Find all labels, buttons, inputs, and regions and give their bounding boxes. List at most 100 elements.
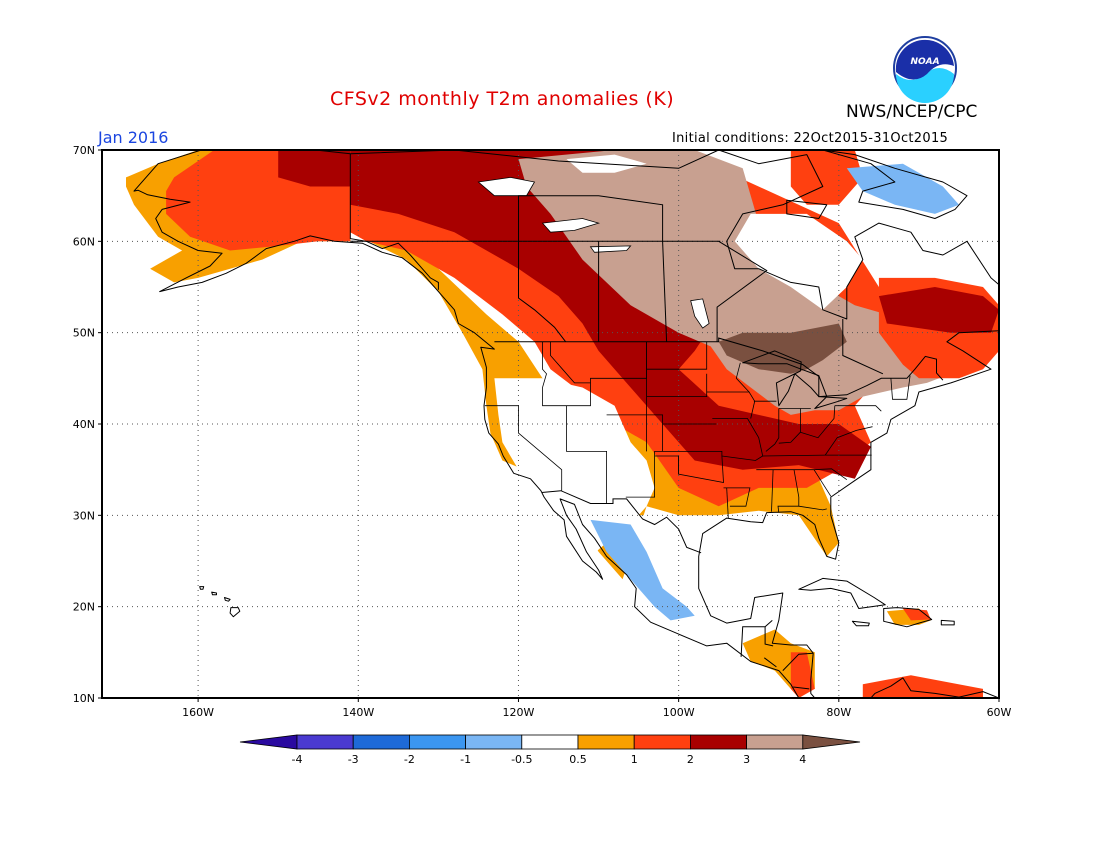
colorbar-swatch (465, 734, 523, 750)
us-states-va-wv (824, 426, 873, 456)
us-states-nv-ut (566, 405, 607, 504)
anomaly-region-alaska-darkred (278, 150, 351, 187)
valid-month-label: Jan 2016 (98, 128, 169, 147)
province-on-qc (842, 319, 884, 375)
hawaii-big (229, 607, 241, 618)
us-states-pa-ny (834, 405, 882, 412)
newfoundland (1005, 319, 1058, 362)
lat-tick-label: 60N (73, 235, 95, 248)
us-states-dakota (646, 341, 708, 370)
logo-bird (895, 39, 954, 80)
us-states-ga-sc (813, 469, 832, 497)
colorbar: -4 -3 -2 -1 -0.5 0.5 1 2 3 4 (239, 734, 861, 766)
colorbar-swatch (521, 734, 579, 750)
colorbar-swatch (577, 734, 635, 750)
lat-tick-label: 40N (73, 418, 95, 431)
us-states-or-ca (484, 405, 563, 491)
colorbar-swatch (690, 734, 748, 750)
lon-tick-label: 140W (342, 706, 374, 719)
initial-conditions-label: Initial conditions: 22Oct2015-31Oct2015 (672, 131, 949, 146)
us-states-ohio-river (800, 405, 836, 439)
us-states-tx-la (726, 487, 729, 519)
logo-wave (896, 68, 954, 103)
anomaly-region-greenland-red (790, 150, 863, 205)
hawaii-kauai (199, 586, 205, 590)
us-states-sd-ne (646, 373, 708, 398)
lake-athabasca (589, 245, 632, 253)
lat-tick-label: 30N (73, 509, 95, 522)
anomaly-region-quebec-darkred (878, 287, 999, 333)
central-america-borders-4 (793, 686, 810, 690)
baffin (822, 150, 968, 219)
jamaica (851, 620, 870, 627)
anomaly-region-central-darkred (350, 150, 871, 479)
lon-tick-label: 120W (503, 706, 535, 719)
anomaly-region-hudson-white (734, 213, 863, 310)
colorbar-arrow-high (802, 734, 861, 750)
colorbar-swatch (633, 734, 691, 750)
lat-tick-label: 50N (73, 327, 95, 340)
lat-tick-label: 70N (73, 144, 95, 157)
lon-tick-label: 60W (987, 706, 1012, 719)
colorbar-swatch (296, 734, 354, 750)
lon-tick-label: 100W (663, 706, 695, 719)
lon-tick-label: 160W (182, 706, 214, 719)
colorbar-arrow-low (239, 734, 298, 750)
hawaii-maui (224, 597, 231, 602)
colorbar-label: -3 (348, 753, 359, 766)
great-slave-lake (541, 218, 601, 233)
anomaly-region-arctic-blue (846, 163, 959, 214)
colorbar-label: -1 (460, 753, 471, 766)
us-states-co-nm (606, 414, 663, 498)
lakes (477, 176, 710, 329)
political-borders (349, 153, 944, 714)
colorbar-label: 3 (743, 753, 750, 766)
hispaniola (883, 607, 933, 628)
us-canada-49 (494, 337, 944, 398)
us-states-mt-id (550, 341, 591, 384)
province-sk-mb (662, 241, 668, 342)
colorbar-label: -2 (404, 753, 415, 766)
southampton (786, 199, 828, 219)
anomaly-region-greatlakes-brown (718, 323, 847, 374)
central-america-borders-5 (815, 701, 818, 714)
us-states-ms-al (771, 469, 774, 512)
axis-ticks: 70N 60N 50N 40N 30N 20N 10N 160W 140W 120W 100W 80W… (73, 144, 1012, 719)
territory-nu (518, 195, 664, 242)
lon-tick-label: 80W (826, 706, 851, 719)
colorbar-label: -4 (292, 753, 303, 766)
lat-tick-label: 20N (73, 601, 95, 614)
mexico-guatemala (740, 620, 773, 657)
agency-label: NWS/NCEP/CPC (846, 102, 978, 122)
us-states-nc-sc (813, 468, 848, 481)
colorbar-swatch (352, 734, 410, 750)
logo-text: NOAA (910, 57, 939, 67)
anomaly-region-caribbean-red (902, 608, 931, 621)
central-america-borders-3 (782, 652, 814, 671)
us-states-new-england (890, 375, 911, 400)
colorbar-label: 2 (687, 753, 694, 766)
us-states-il-in (765, 408, 780, 452)
us-canada-border (349, 153, 439, 290)
us-states-ga-fl (798, 505, 827, 511)
central-america-borders-2 (763, 657, 777, 668)
anomaly-region-southamerica-red (862, 675, 983, 698)
south-america (870, 677, 999, 698)
us-mexico-border (541, 490, 702, 554)
us-states-mo (712, 418, 764, 461)
us-states-ia-mn (706, 391, 756, 419)
us-states-ar-la (723, 487, 751, 507)
hawaii-oahu (211, 591, 217, 596)
anomaly-region-canada-tan (518, 150, 991, 415)
cuba (798, 577, 886, 609)
chart-title: CFSv2 monthly T2m anomalies (K) (330, 88, 675, 110)
us-states-mn-wi (735, 362, 750, 393)
us-states-west (542, 341, 647, 407)
noaa-logo: NOAA (893, 36, 957, 103)
lake-winnipeg (690, 298, 710, 329)
province-mb-on (716, 240, 768, 342)
colorbar-label: -0.5 (511, 753, 532, 766)
us-states-in-oh (778, 408, 801, 444)
